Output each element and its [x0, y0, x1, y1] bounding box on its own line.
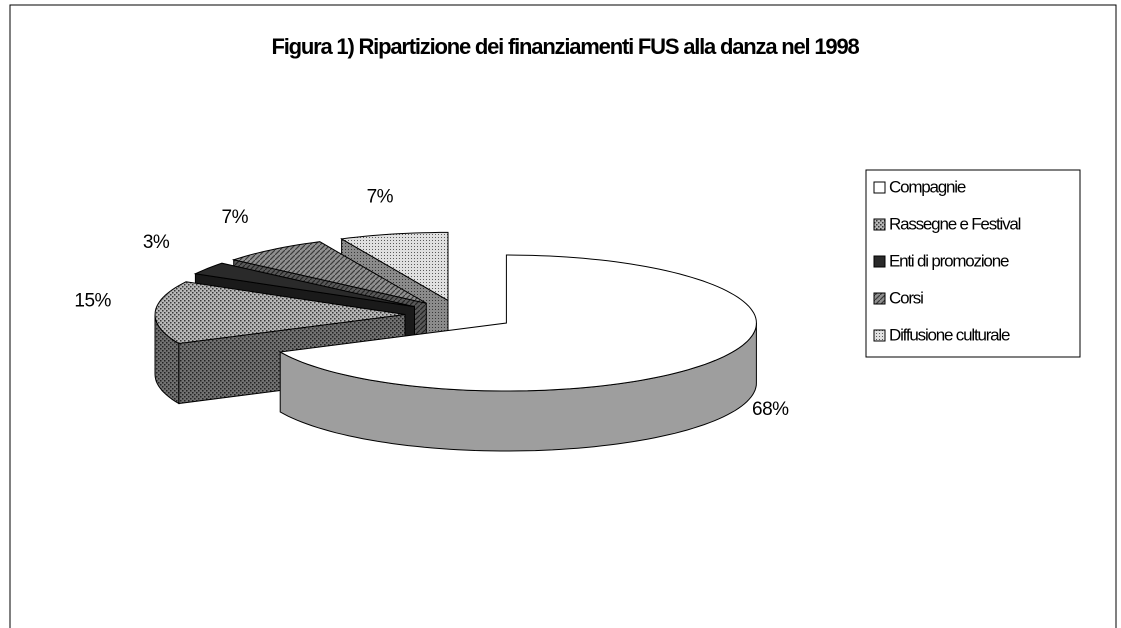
pie-slice-top [278, 254, 757, 392]
legend-swatch [873, 181, 886, 194]
legend-label: Compagnie [889, 177, 966, 196]
data-label: 3% [143, 232, 170, 253]
chart-title: Figura 1) Ripartizione dei finanziamenti… [271, 34, 859, 59]
pie-slice-texture [341, 232, 448, 301]
data-label: 7% [222, 207, 249, 228]
legend-swatch-texture [874, 330, 885, 341]
data-label: 68% [752, 399, 789, 420]
legend-swatch-texture [874, 293, 885, 304]
legend-label: Enti di promozione [889, 251, 1009, 270]
pie-slice-texture [233, 241, 427, 304]
legend-label: Rassegne e Festival [889, 214, 1021, 233]
legend-box [865, 169, 1081, 358]
legend-label: Corsi [889, 288, 923, 307]
pie-slice-texture [155, 314, 179, 404]
legend-swatch [873, 255, 886, 268]
pie-slice-texture [155, 281, 405, 344]
legend-swatch-texture [874, 219, 885, 230]
data-label: 15% [74, 291, 111, 312]
data-label: 7% [367, 187, 394, 208]
legend-label: Diffusione culturale [889, 325, 1010, 344]
pie-slice-top [193, 262, 415, 308]
